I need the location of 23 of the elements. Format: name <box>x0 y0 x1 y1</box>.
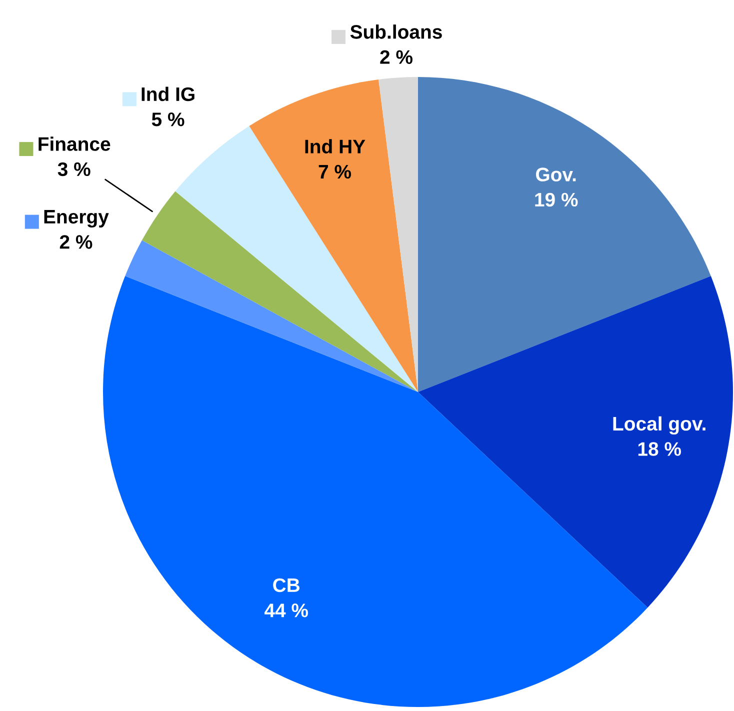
legend-label: Ind IG <box>142 86 194 102</box>
data-label: 18 % <box>638 442 681 456</box>
slice-label: Gov. <box>536 168 576 182</box>
legend-label: Finance <box>38 136 110 151</box>
data-label: 5 % <box>152 112 184 126</box>
pie-slice <box>142 191 418 392</box>
data-label: 2 % <box>60 235 92 249</box>
slice-label: Local gov. <box>613 416 706 435</box>
data-label: 2 % <box>380 50 412 64</box>
data-label: 19 % <box>535 192 578 207</box>
slice-label: Ind HY <box>305 139 366 154</box>
pie-slice <box>175 126 418 392</box>
slice-label: CB <box>273 578 300 592</box>
pie-slice <box>418 276 733 608</box>
pie-slice <box>125 240 418 392</box>
data-label: 44 % <box>264 604 308 618</box>
data-label: 7 % <box>318 164 352 179</box>
pie-slice <box>378 77 418 392</box>
legend-label: Energy <box>44 210 109 228</box>
pie-slice <box>418 77 711 392</box>
pie-slice <box>249 79 418 392</box>
data-label: 3 % <box>58 162 90 176</box>
legend-label: Sub.loans <box>350 24 442 39</box>
